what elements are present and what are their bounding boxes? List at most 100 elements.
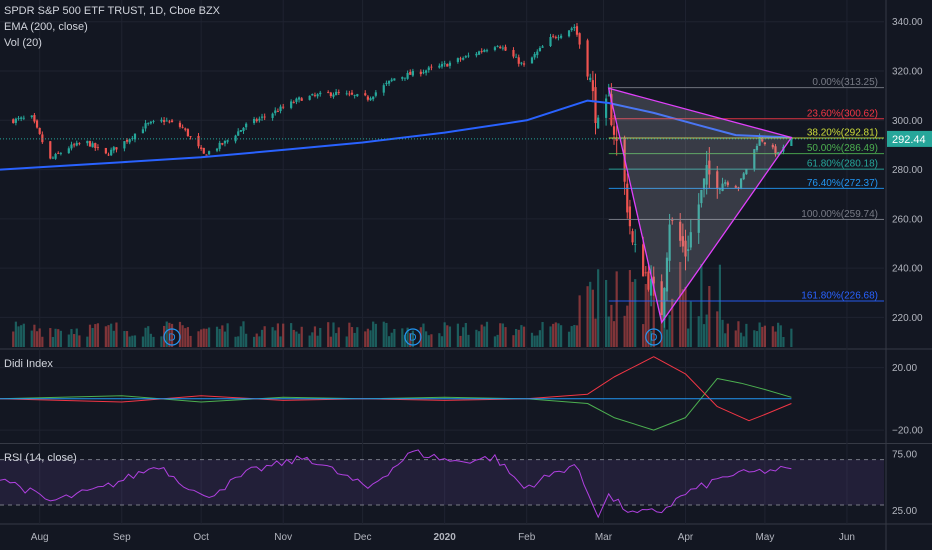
candle-body (578, 33, 581, 45)
volume-bar (356, 327, 359, 347)
dividend-marker-label: D (168, 333, 175, 344)
volume-bar (517, 329, 520, 347)
volume-bar (144, 327, 147, 347)
volume-bar (771, 326, 774, 347)
dividend-marker[interactable] (163, 328, 181, 346)
volume-bar (168, 322, 171, 347)
candle-body (552, 35, 555, 37)
volume-bar (242, 321, 245, 347)
volume-bar (739, 332, 743, 347)
candle-body (607, 95, 610, 97)
volume-bar (329, 336, 332, 347)
volume-bar (541, 322, 544, 347)
candle-body (755, 145, 759, 151)
candle-body (705, 165, 708, 185)
volume-bar (499, 323, 502, 347)
candle-body (73, 144, 76, 146)
volume-bar (647, 274, 650, 347)
volume-bar (197, 331, 200, 347)
candle-body (292, 102, 295, 104)
volume-bar (160, 336, 163, 347)
volume-bar (374, 323, 377, 347)
candle-body (597, 117, 600, 129)
candle-body (59, 153, 62, 155)
volume-bar (57, 329, 60, 347)
candle-body (446, 64, 449, 67)
candle-body (364, 93, 367, 96)
volume-bar (411, 330, 414, 347)
volume-bar (462, 327, 465, 347)
volume-bar (282, 323, 285, 347)
volume-bar (530, 332, 534, 347)
candle-body (276, 111, 280, 112)
candle-body (300, 98, 303, 101)
fib-level-label: 0.00%(313.25) (812, 77, 878, 88)
candle-body (541, 46, 544, 48)
volume-bar (586, 286, 589, 347)
candle-body (152, 121, 155, 122)
volume-bar (313, 326, 317, 347)
candle-body (295, 98, 298, 102)
candle-body (70, 144, 73, 149)
volume-bar (115, 322, 118, 347)
volume-bar (721, 319, 724, 347)
volume-bar (604, 279, 608, 347)
volume-bar (724, 333, 727, 347)
volume-bar (520, 325, 523, 347)
dividend-marker[interactable] (404, 328, 422, 346)
candle-body (475, 53, 478, 56)
candle-body (387, 80, 391, 84)
candle-body (237, 131, 240, 136)
candle-body (57, 152, 60, 154)
candle-body (499, 46, 502, 49)
volume-bar (483, 326, 486, 347)
didi-index-label[interactable]: Didi Index (4, 358, 53, 370)
rsi-indicator-label[interactable]: RSI (14, close) (4, 452, 77, 464)
candle-body (718, 188, 722, 190)
candle-body (700, 189, 703, 204)
volume-bar (668, 315, 671, 347)
candle-body (133, 133, 137, 140)
ema-indicator-label[interactable]: EMA (200, close) (4, 21, 88, 33)
candle-body (726, 182, 729, 186)
candle-body (160, 119, 163, 122)
candle-body (745, 168, 748, 175)
candle-body (51, 157, 55, 159)
candle-body (205, 154, 208, 156)
candle-body (739, 178, 743, 188)
volume-bar (348, 322, 351, 347)
volume-indicator-label[interactable]: Vol (20) (4, 37, 42, 49)
dividend-marker[interactable] (645, 328, 663, 346)
volume-bar (745, 323, 748, 347)
candle-body (75, 142, 78, 146)
volume-bar (22, 323, 25, 347)
volume-bar (634, 279, 637, 347)
volume-bar (522, 326, 526, 347)
candle-body (165, 120, 168, 122)
volume-bar (255, 333, 258, 347)
volume-bar (716, 311, 719, 347)
volume-bar (165, 321, 168, 347)
candle-body (382, 85, 385, 93)
candle-body (533, 53, 536, 58)
didi-line (0, 378, 792, 431)
volume-bar (554, 322, 557, 347)
candle-body (409, 71, 412, 75)
volume-bar (560, 325, 563, 347)
candle-body (67, 148, 70, 154)
volume-bar (366, 328, 369, 347)
volume-bar (128, 336, 131, 347)
volume-bar (73, 334, 76, 347)
volume-bar (401, 328, 404, 347)
volume-bar (131, 335, 134, 347)
volume-bar (687, 328, 690, 347)
price-tick-label: 280.00 (892, 165, 923, 176)
candle-body (538, 47, 542, 52)
triangle-pattern[interactable] (607, 87, 793, 324)
volume-bar (607, 316, 610, 347)
candle-body (290, 101, 293, 108)
symbol-title[interactable]: SPDR S&P 500 ETF TRUST, 1D, Cboe BZX (4, 5, 221, 17)
volume-bar (726, 323, 729, 347)
rsi-band (0, 459, 884, 505)
